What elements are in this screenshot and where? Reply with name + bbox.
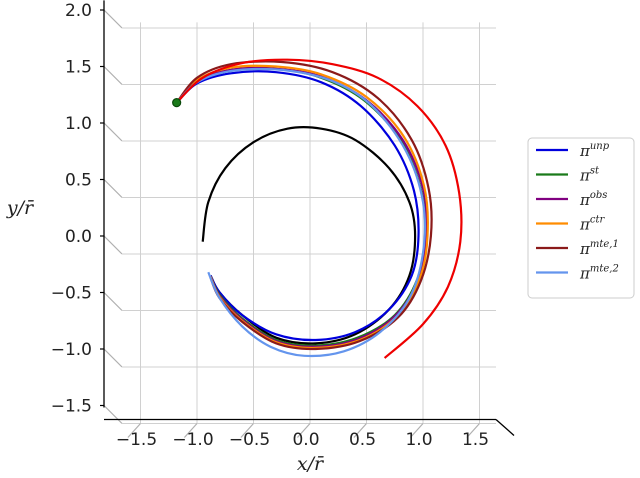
y-tick-label: 1.5 <box>65 58 92 78</box>
y-tick-label: 1.0 <box>65 114 92 134</box>
series-line <box>201 126 417 345</box>
series-line <box>175 66 427 347</box>
legend-label: πobs <box>579 190 607 209</box>
x-axis-corner <box>495 419 515 436</box>
y-tick-labels: 2.0 1.5 1.0 0.5 0.0 −0.5 −1.0 −1.5 <box>51 1 92 417</box>
y-tick-label: −1.5 <box>51 397 92 417</box>
legend-label: πunp <box>579 141 610 160</box>
y-tick-label: 2.0 <box>65 1 92 21</box>
x-tick-label: 0.5 <box>349 430 376 450</box>
series-line <box>175 58 463 359</box>
legend-entry: πobs <box>536 190 607 209</box>
grid-line-v <box>466 22 480 438</box>
y-axis-label: y/r̄ <box>6 197 35 219</box>
x-tick-label: −1.5 <box>116 430 157 450</box>
series-line <box>175 64 429 350</box>
grid-line-h <box>103 179 496 198</box>
legend-entry: πmte,2 <box>536 264 619 283</box>
grid-line-h <box>103 405 496 424</box>
x-tick-labels: −1.5 −1.0 −0.5 0.0 0.5 1.0 1.5 <box>116 430 489 450</box>
grid-line-v <box>409 22 424 438</box>
grid-line-v <box>183 22 198 438</box>
legend-label: πst <box>579 166 600 185</box>
legend-box <box>527 137 635 299</box>
x-tick-label: −0.5 <box>229 430 270 450</box>
start-point-marker <box>172 98 182 108</box>
y-tick-label: 0.5 <box>65 171 92 191</box>
legend: πunp πst πobs πctr πmte,1 πmte,2 <box>527 137 635 299</box>
x-tick-label: 1.5 <box>462 430 489 450</box>
legend-entry: πunp <box>536 141 610 160</box>
series-line <box>175 60 433 351</box>
legend-entry: πctr <box>536 215 605 234</box>
grid-line-v <box>127 22 141 438</box>
legend-label: πmte,1 <box>579 239 619 258</box>
grid-line-h <box>103 348 496 368</box>
series-line <box>175 70 420 342</box>
grid-lines <box>103 9 496 438</box>
x-tick-label: 0.0 <box>292 430 319 450</box>
grid-line-h <box>103 9 496 29</box>
y-tick-label: −0.5 <box>51 284 92 304</box>
legend-label: πmte,2 <box>579 264 619 283</box>
y-tick-label: −1.0 <box>51 340 92 360</box>
x-axis-label: x/r̄ <box>297 453 325 475</box>
grid-line-h <box>103 122 496 142</box>
grid-line-h <box>103 235 496 255</box>
axes <box>100 0 515 436</box>
legend-entry: πmte,1 <box>536 239 619 258</box>
legend-entry: πst <box>536 166 600 185</box>
series-line <box>175 67 427 358</box>
x-tick-label: −1.0 <box>172 430 213 450</box>
series-lines <box>172 58 463 359</box>
x-tick-label: 1.0 <box>405 430 432 450</box>
grid-line-v <box>240 22 254 438</box>
y-tick-label: 0.0 <box>65 227 92 247</box>
legend-label: πctr <box>579 215 605 234</box>
grid-line-h <box>103 66 496 85</box>
